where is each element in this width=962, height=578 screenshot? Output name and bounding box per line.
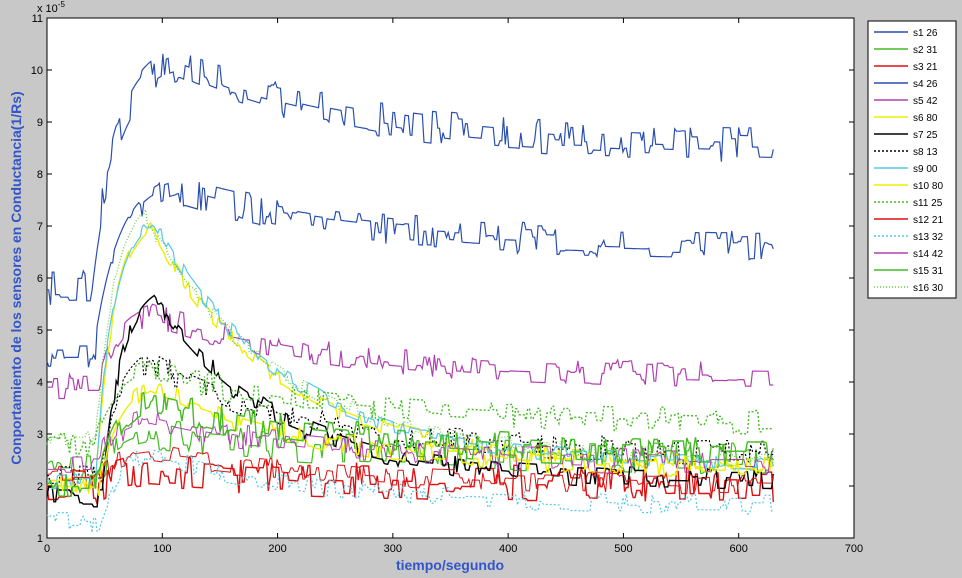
y-tick-label: 3 [37, 429, 43, 441]
y-tick-label: 8 [37, 169, 43, 181]
x-tick-label: 600 [730, 543, 748, 555]
y-exponent-label: x 10-5 [37, 0, 65, 15]
y-tick-label: 9 [37, 117, 43, 129]
legend-entry: s1 26 [913, 28, 938, 39]
series-line-s9-00 [47, 223, 774, 490]
legend-entry: s11 25 [913, 198, 943, 209]
y-tick-label: 11 [32, 13, 43, 25]
legend-entry: s7 25 [913, 130, 938, 141]
x-tick-label: 700 [845, 543, 863, 555]
x-tick-label: 400 [499, 543, 517, 555]
x-axis-label: tiempo/segundo [396, 557, 504, 573]
y-tick-label: 7 [37, 221, 43, 233]
series-line-s5-42 [47, 303, 774, 400]
legend-entry: s5 42 [913, 96, 938, 107]
legend-entry: s10 80 [913, 181, 943, 192]
series-line-s11-25 [46, 360, 774, 458]
legend-entry: s8 13 [913, 147, 938, 158]
y-tick-label: 10 [31, 65, 43, 77]
series-line-s7-25 [46, 294, 774, 508]
y-tick-label: 5 [37, 325, 43, 337]
x-tick-label: 300 [384, 543, 402, 555]
series-line-s8-13 [47, 355, 774, 489]
series-layer [46, 53, 774, 533]
series-line-s14-42 [47, 410, 774, 476]
y-tick-label: 1 [37, 533, 43, 545]
legend-entry: s3 21 [913, 62, 938, 73]
legend-box [867, 20, 957, 299]
legend-entry: s4 26 [913, 79, 938, 90]
axis-layer: 0 100 200 300 400 500 600 700 1 2 3 4 5 6 7 8 9 10 11 [31, 13, 863, 555]
legend-entry: s16 30 [913, 283, 943, 294]
x-tick-label: 500 [614, 543, 632, 555]
x-tick-label: 200 [268, 543, 286, 555]
series-line-s13-32 [46, 449, 774, 533]
legend-entry: s9 00 [913, 164, 938, 175]
legend-entry: s12 21 [913, 215, 943, 226]
x-tick-label: 0 [44, 543, 50, 555]
series-line-s4-26 [46, 181, 774, 368]
series-line-s3-21 [46, 457, 774, 505]
series-line-s15-31 [47, 391, 774, 497]
legend-entry: s14 42 [913, 249, 943, 260]
y-axis-label: Conportamiento de los sensores en Conduc… [8, 91, 24, 464]
y-tick-label: 4 [37, 377, 43, 389]
x-tick-label: 100 [153, 543, 171, 555]
y-tick-label: 2 [37, 481, 43, 493]
legend-entry: s6 80 [913, 113, 938, 124]
legend: s1 26 s2 31 s3 21 s4 26 s5 42 s6 80 s7 25 s8 13… [874, 28, 943, 294]
legend-entry: s15 31 [913, 266, 943, 277]
legend-entry: s2 31 [913, 45, 938, 56]
y-tick-label: 6 [37, 273, 43, 285]
series-line-s1-26 [47, 53, 774, 305]
legend-entry: s13 32 [913, 232, 943, 243]
